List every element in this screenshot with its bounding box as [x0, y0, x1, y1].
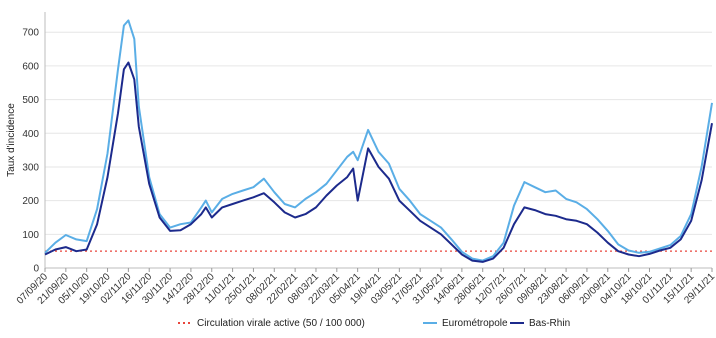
legend-label-bas-rhin: Bas-Rhin	[529, 318, 570, 329]
y-axis-ticks: 0 100 200 300 400 500 600 700	[22, 28, 39, 275]
y-tick-label: 600	[22, 61, 39, 72]
legend-label-reference: Circulation virale active (50 / 100 000)	[197, 318, 365, 329]
gridlines	[44, 12, 712, 269]
y-tick-label: 700	[22, 28, 39, 39]
series-lines	[44, 19, 713, 263]
y-axis-title: Taux d'incidence	[6, 103, 17, 177]
x-axis-ticks: 07/09/2021/09/2005/10/2019/10/2002/11/20…	[15, 268, 716, 307]
series-line-bas-rhin	[44, 61, 713, 263]
y-tick-label: 0	[33, 264, 39, 275]
y-tick-label: 200	[22, 196, 39, 207]
y-tick-label: 500	[22, 95, 39, 106]
series-line-eurometropole	[44, 19, 713, 262]
legend-label-eurometropole: Eurométropole	[442, 318, 508, 329]
legend: Circulation virale active (50 / 100 000)…	[178, 318, 570, 329]
y-tick-label: 300	[22, 162, 39, 173]
y-tick-label: 100	[22, 230, 39, 241]
y-tick-label: 400	[22, 129, 39, 140]
